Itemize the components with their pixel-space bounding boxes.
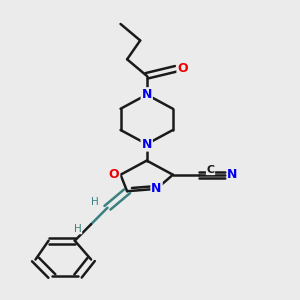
Text: H: H	[91, 197, 98, 207]
Text: O: O	[109, 168, 119, 181]
Text: N: N	[142, 88, 152, 101]
Text: N: N	[152, 182, 162, 195]
Text: O: O	[177, 62, 188, 75]
Text: C: C	[206, 165, 214, 175]
Text: H: H	[74, 224, 82, 234]
Text: N: N	[142, 138, 152, 151]
Text: N: N	[227, 168, 238, 181]
